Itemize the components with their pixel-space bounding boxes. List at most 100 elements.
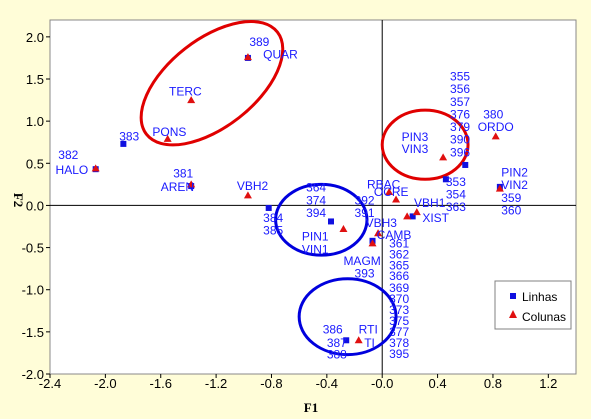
colunas-point (163, 134, 172, 142)
y-tick-label: 0.5 (26, 156, 44, 171)
point-label: 393 (355, 267, 375, 281)
colunas-point (243, 191, 252, 199)
point-label: 394 (306, 206, 326, 220)
colunas-point (187, 180, 196, 188)
point-label: 363 (446, 200, 466, 214)
linhas-point (442, 176, 449, 183)
point-label: PIN1 (302, 230, 329, 244)
point-label: 373 (389, 303, 409, 317)
point-label: 366 (389, 269, 409, 283)
point-label: 396 (450, 145, 470, 159)
y-tick-label: -2.0 (22, 367, 44, 382)
point-label: VBH2 (237, 179, 269, 193)
group-ellipse (274, 182, 369, 257)
point-label: 392 (355, 193, 375, 207)
point-label: 377 (389, 325, 409, 339)
legend-label-linhas: Linhas (522, 290, 557, 304)
point-label: 355 (450, 69, 470, 83)
y-axis-title: F2 (11, 193, 26, 207)
point-label: 359 (501, 191, 521, 205)
linhas-point (327, 218, 334, 225)
point-label: MAGM (343, 254, 380, 268)
point-label: 378 (389, 336, 409, 350)
legend-label-colunas: Colunas (522, 310, 566, 324)
colunas-point (368, 239, 377, 247)
x-tick-label: -0.8 (260, 376, 282, 391)
colunas-point (412, 208, 421, 216)
x-tick-label: 1.2 (539, 376, 557, 391)
legend: Linhas Colunas (494, 280, 572, 330)
point-label: PIN2 (501, 166, 528, 180)
zero-lines (50, 20, 576, 374)
markers-layer (91, 53, 504, 344)
x-tick-label: -0.0 (371, 376, 393, 391)
point-label: 383 (119, 129, 139, 143)
point-label: 369 (389, 281, 409, 295)
point-label: VBH1 (414, 196, 446, 210)
point-label: VBH3 (366, 216, 398, 230)
point-label: 391 (355, 206, 375, 220)
colunas-point (354, 336, 363, 344)
point-label: 360 (501, 203, 521, 217)
linhas-point (462, 161, 469, 168)
group-ellipse (380, 108, 470, 181)
x-tick-label: -2.4 (39, 376, 61, 391)
point-label: 374 (306, 193, 326, 207)
point-label: AREN (161, 180, 194, 194)
point-label: 384 (263, 211, 283, 225)
point-label: 387 (327, 336, 347, 350)
point-label: ORDO (478, 120, 514, 134)
point-label: VIN1 (302, 242, 329, 256)
point-label: 357 (450, 95, 470, 109)
point-label: VIN2 (501, 178, 528, 192)
linhas-point (343, 337, 350, 344)
x-tick-label: 0.8 (484, 376, 502, 391)
point-label: 395 (389, 347, 409, 361)
point-label: 380 (483, 107, 503, 121)
colunas-point (491, 132, 500, 140)
point-label: 370 (389, 292, 409, 306)
y-tick-labels: -2.0 -1.5 -1.0 -0.5 0.0 0.5 1.0 1.5 2.0 (22, 30, 50, 382)
x-tick-label: -1.6 (150, 376, 172, 391)
point-label: QUAR (263, 48, 298, 62)
point-label: OCRE (374, 185, 409, 199)
legend-triangle-marker (509, 310, 517, 318)
point-label: 353 (446, 175, 466, 189)
point-label: 388 (327, 348, 347, 362)
legend-square-marker (510, 293, 516, 299)
colunas-point (385, 187, 394, 195)
group-ellipse (139, 20, 285, 147)
point-label: 376 (450, 107, 470, 121)
point-label: 362 (389, 247, 409, 261)
point-label: 365 (389, 258, 409, 272)
x-tick-labels: -2.4 -2.0 -1.6 -1.2 -0.8 -0.4 -0.0 0.4 0.8 1.2 (39, 374, 557, 391)
y-tick-label: -1.0 (22, 283, 44, 298)
colunas-point (495, 184, 504, 192)
y-tick-label: -1.5 (22, 325, 44, 340)
point-label: VIN3 (402, 142, 429, 156)
point-label: 361 (389, 236, 409, 250)
group-circles (139, 20, 470, 357)
x-tick-label: -2.0 (94, 376, 116, 391)
x-tick-label: -1.2 (205, 376, 227, 391)
linhas-point (265, 204, 272, 211)
colunas-point (339, 225, 348, 233)
point-label: PIN3 (402, 130, 429, 144)
y-tick-label: 1.5 (26, 72, 44, 87)
point-label: TI (364, 336, 375, 350)
point-label: RBAC (367, 177, 401, 191)
point-label: 382 (58, 148, 78, 162)
point-label: 381 (173, 166, 193, 180)
colunas-point (91, 164, 100, 172)
point-label: PONS (152, 125, 186, 139)
point-label: 364 (306, 181, 326, 195)
point-label: 379 (450, 120, 470, 134)
colunas-point (243, 53, 252, 61)
linhas-point (120, 140, 127, 147)
point-label: XIST (422, 211, 449, 225)
colunas-point (187, 96, 196, 104)
linhas-point (409, 213, 416, 220)
plot-area (49, 19, 577, 375)
